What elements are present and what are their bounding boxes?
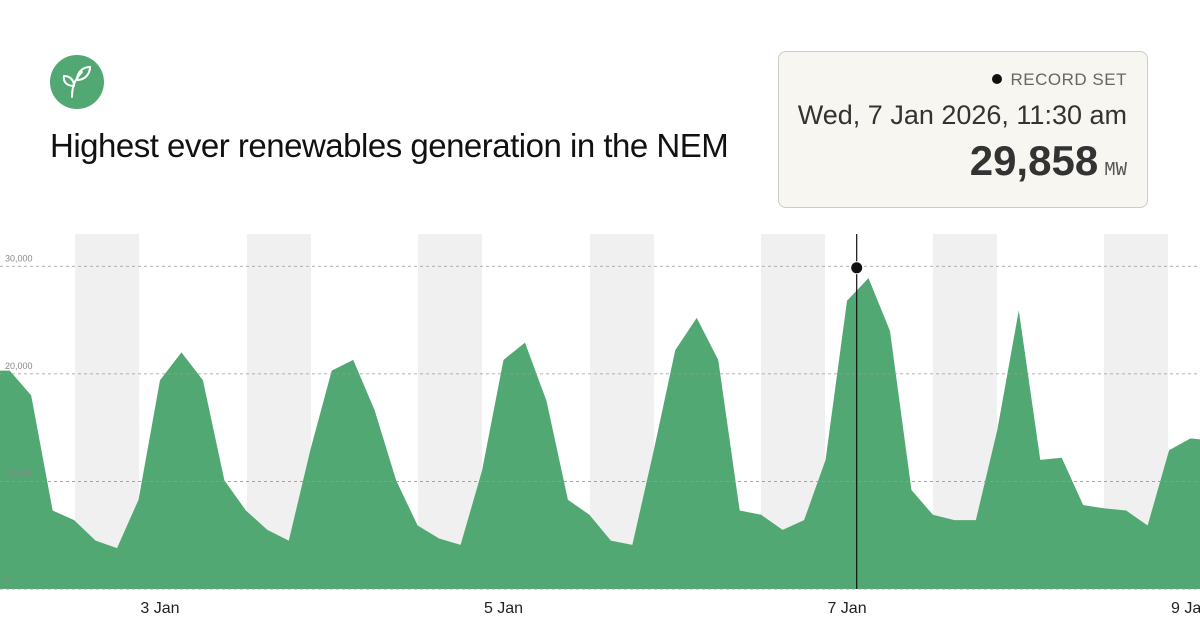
x-tick-label: 5 Jan xyxy=(484,600,523,617)
x-tick-label: 9 Jan xyxy=(1171,600,1200,617)
y-tick-label: 0 xyxy=(5,576,10,586)
title: Highest ever renewables generation in th… xyxy=(50,127,729,164)
leaf-icon xyxy=(50,55,104,109)
area xyxy=(0,278,1200,589)
y-tick-label: 30,000 xyxy=(5,253,33,263)
record-label: RECORD SET xyxy=(779,70,1127,90)
record-value-row: 29,858 MW xyxy=(779,137,1127,185)
leaf-glyph xyxy=(62,65,92,98)
record-unit: MW xyxy=(1104,159,1127,181)
x-tick-label: 7 Jan xyxy=(827,600,866,617)
record-marker xyxy=(850,261,864,275)
record-time: Wed, 7 Jan 2026, 11:30 am xyxy=(797,100,1127,130)
plot: 0 10,000 20,000 30,000 3 Jan 5 Jan 7 Jan 9 Jan xyxy=(0,234,1200,617)
y-tick-label: 10,000 xyxy=(5,468,33,478)
record-value: 29,858 xyxy=(969,137,1099,184)
y-tick-label: 20,000 xyxy=(5,361,33,371)
record-card: RECORD SET Wed, 7 Jan 2026, 11:30 am 29,… xyxy=(778,51,1148,208)
x-tick-label: 3 Jan xyxy=(140,600,179,617)
